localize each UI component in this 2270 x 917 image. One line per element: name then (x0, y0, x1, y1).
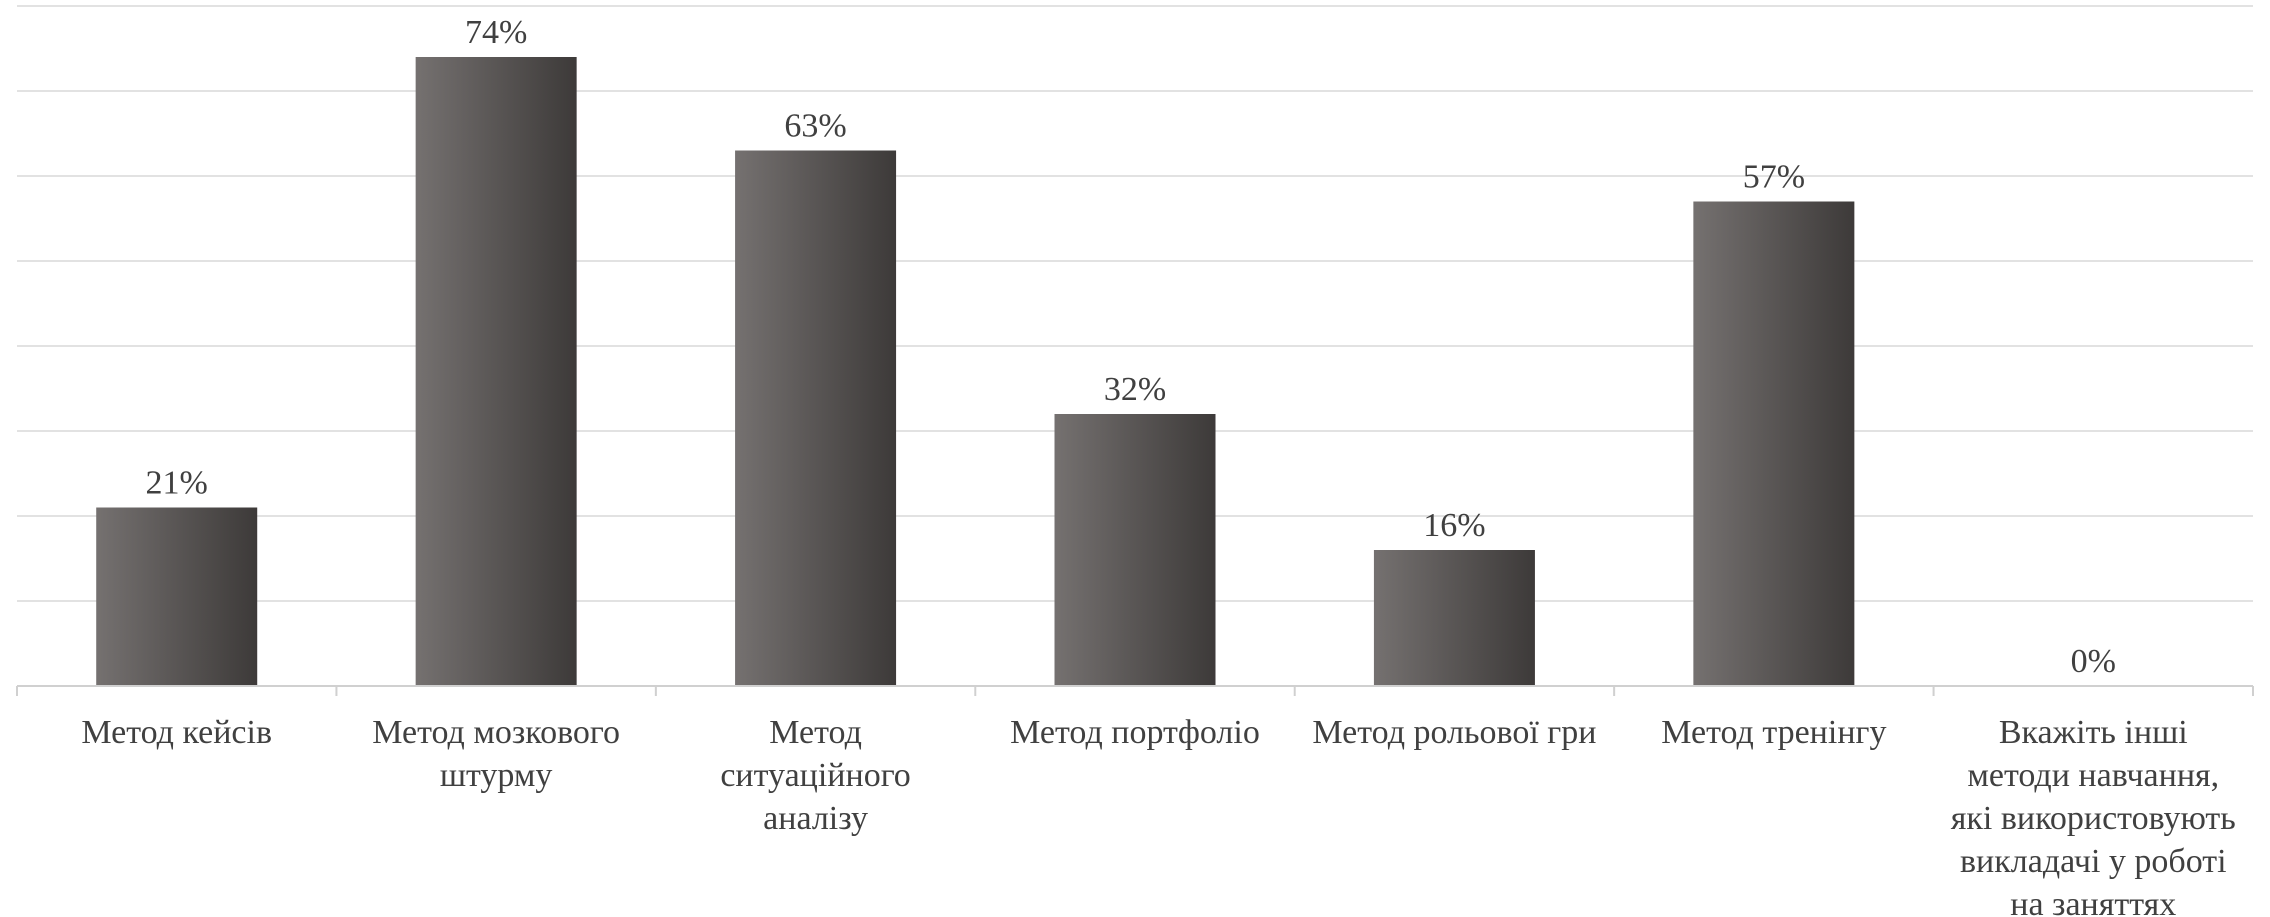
data-label: 0% (2071, 643, 2116, 680)
data-label: 74% (465, 14, 527, 51)
category-label-line: на заняттях (2010, 886, 2176, 917)
category-label-line: аналізу (763, 800, 868, 837)
bar (1054, 414, 1216, 686)
category-label: Метод тренінгу (1661, 714, 1886, 751)
category-label-line: штурму (440, 757, 553, 794)
bar (735, 150, 897, 686)
bar (415, 57, 577, 686)
data-label: 21% (146, 465, 208, 502)
category-labels: Метод кейсів Метод мозкового штурму Метод си… (81, 714, 2235, 917)
category-label-line: які використовують (1951, 800, 2236, 837)
category-label-line: Вкажіть інші (1999, 714, 2188, 751)
category-label-line: методи навчання, (1967, 757, 2219, 794)
x-axis (16, 685, 2254, 696)
bar (1373, 550, 1535, 686)
category-label-line: Метод (769, 714, 862, 751)
category-label-line: Метод рольової гри (1312, 714, 1596, 751)
data-labels: 21% 74% 63% 32% 16% 57% 0% (146, 14, 2116, 680)
category-label: Метод рольової гри (1312, 714, 1596, 751)
bar (1693, 201, 1855, 686)
category-label-line: Метод мозкового (372, 714, 620, 751)
category-label: Метод мозкового штурму (372, 714, 620, 794)
category-label: Вкажіть інші методи навчання, які використ… (1951, 714, 2236, 917)
data-label: 57% (1743, 159, 1805, 196)
category-label: Метод ситуаційного аналізу (720, 714, 910, 837)
data-label: 32% (1104, 371, 1166, 408)
category-label-line: Метод тренінгу (1661, 714, 1886, 751)
data-label: 16% (1423, 507, 1485, 544)
data-label: 63% (784, 108, 846, 145)
bar (96, 507, 258, 686)
category-label-line: Метод портфоліо (1010, 714, 1260, 751)
category-label-line: викладачі у роботі (1960, 843, 2227, 880)
category-label: Метод портфоліо (1010, 714, 1260, 751)
category-label: Метод кейсів (81, 714, 272, 751)
category-label-line: Метод кейсів (81, 714, 272, 751)
bars (96, 57, 1855, 686)
category-label-line: ситуаційного (720, 757, 910, 794)
